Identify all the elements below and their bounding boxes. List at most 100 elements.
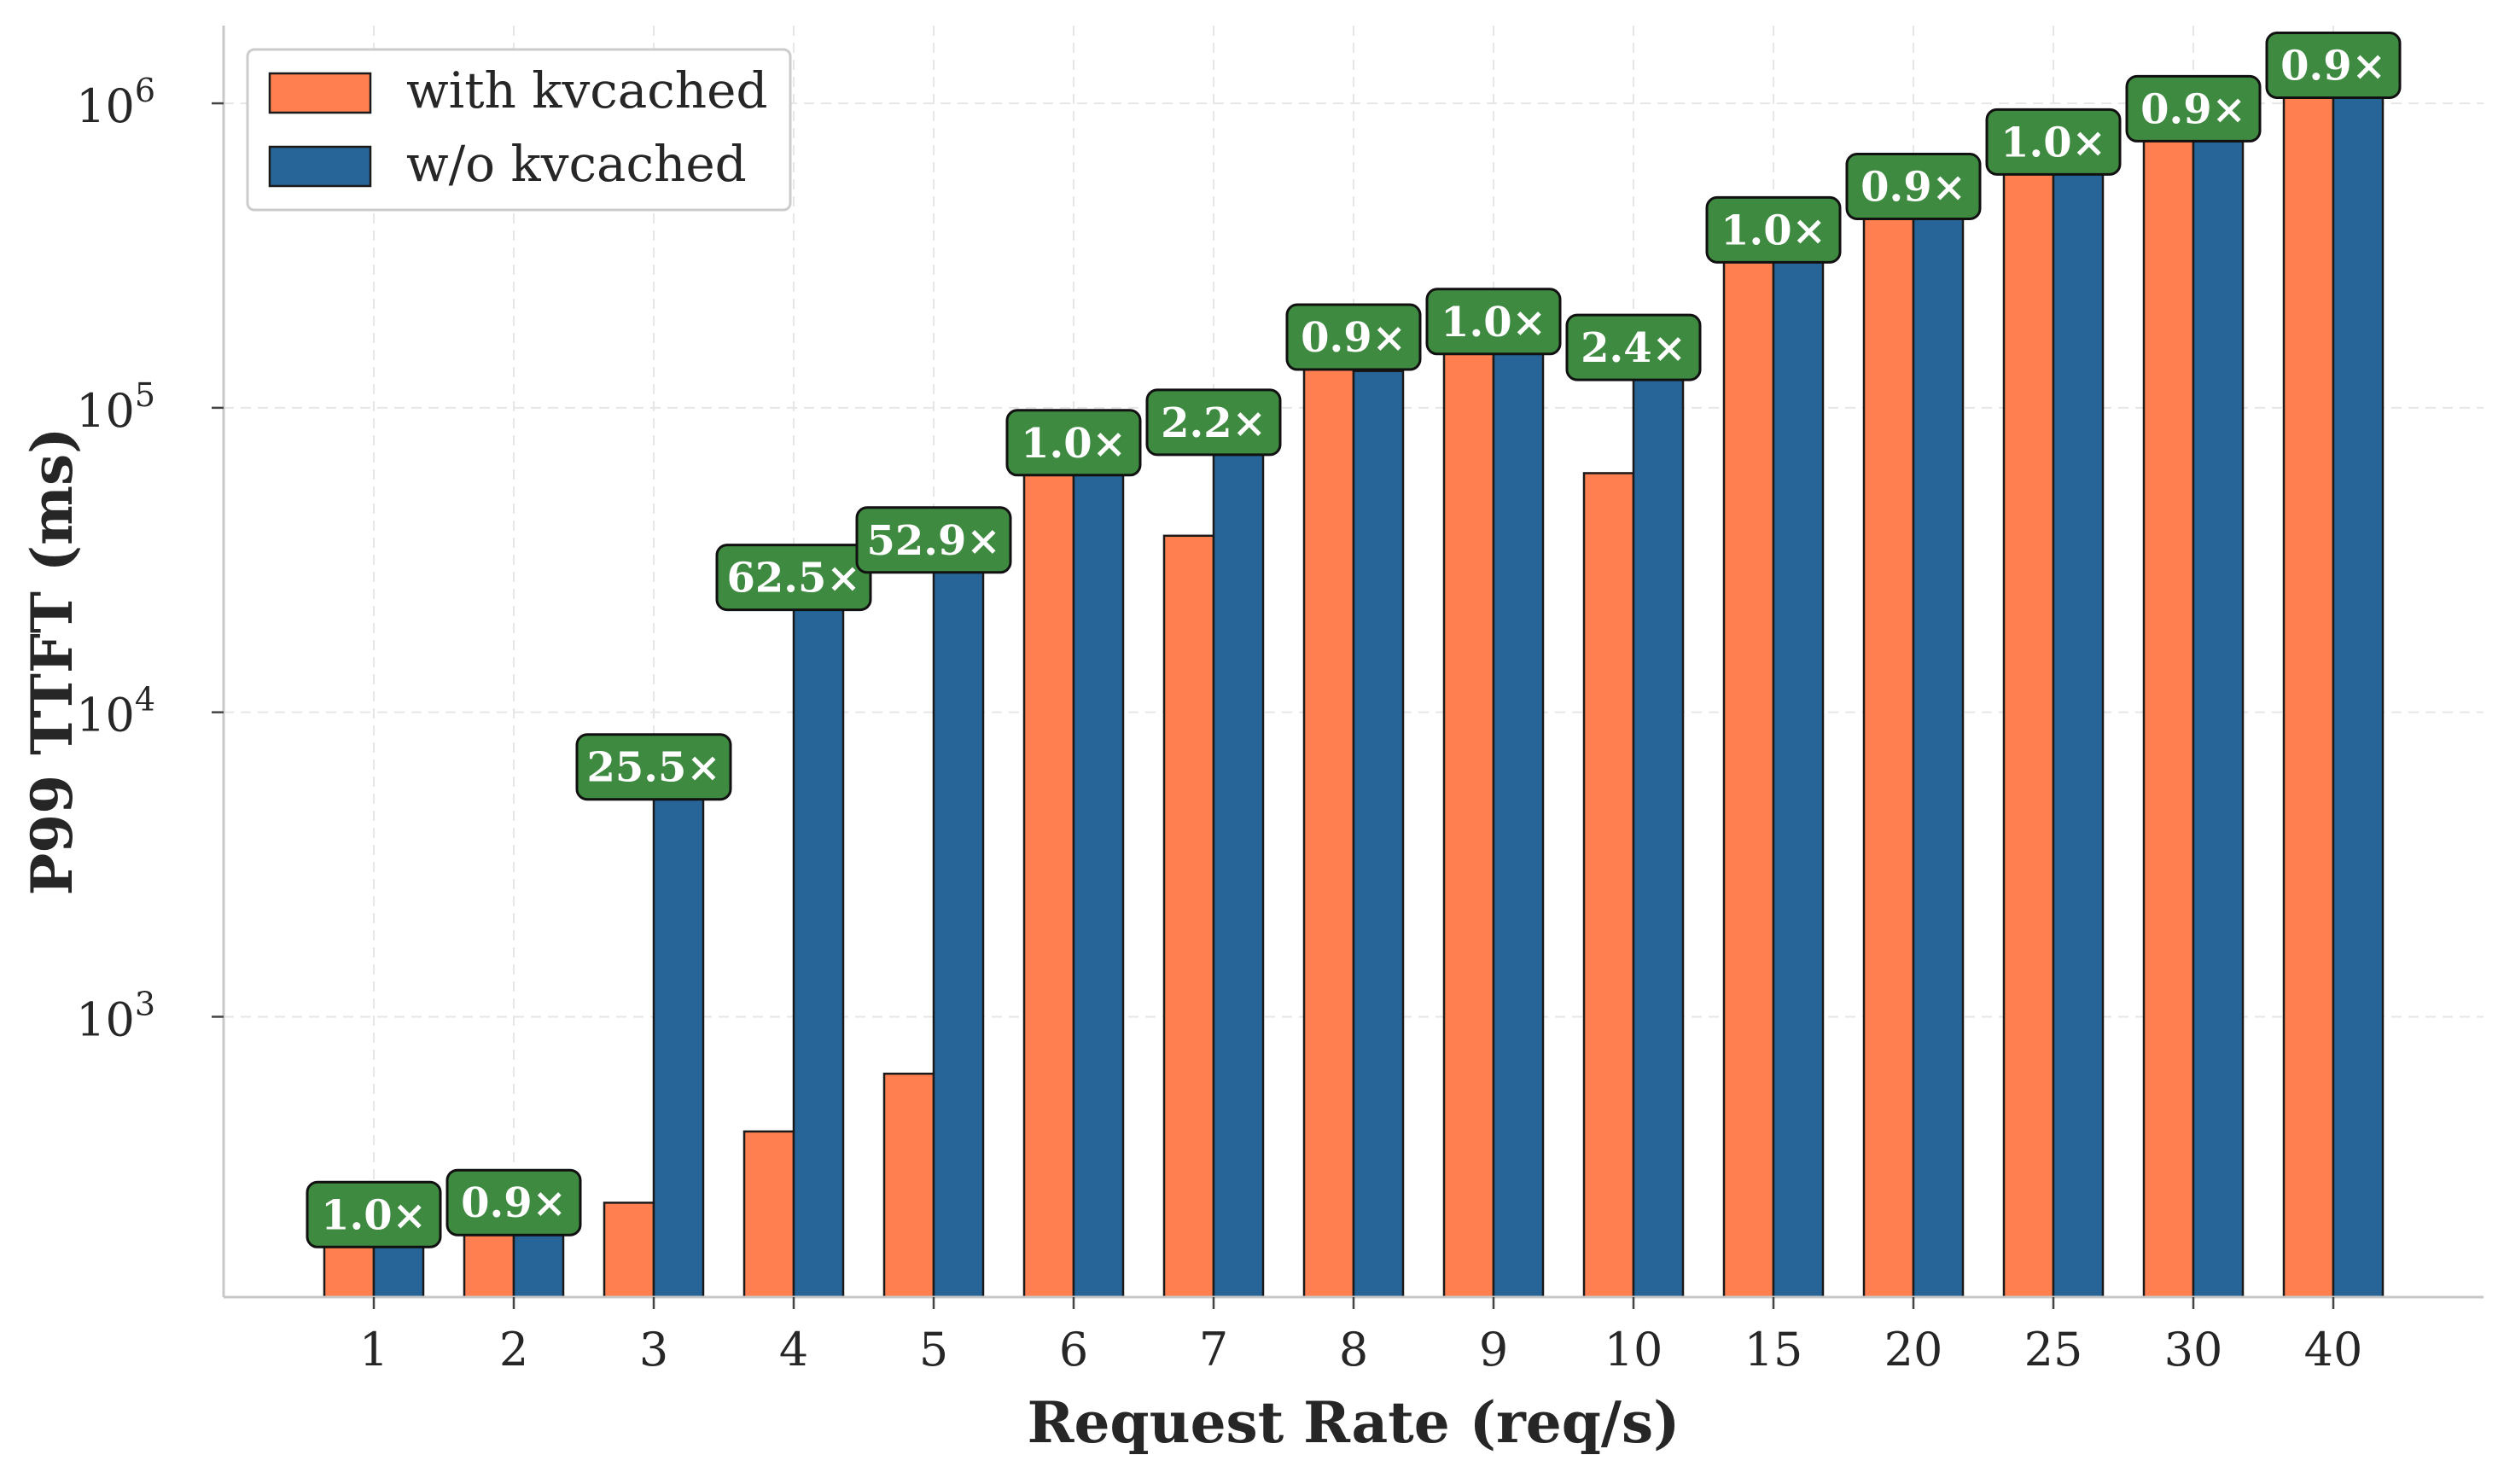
bar-without-kvcached: [2052, 159, 2105, 1299]
x-tick-label: 6: [1059, 1323, 1088, 1376]
ratio-badge-box: [445, 1168, 582, 1237]
ratio-badge-box: [1425, 288, 1562, 356]
bar-with-kvcached: [1862, 194, 1915, 1299]
bar-without-kvcached: [652, 774, 705, 1299]
ratio-badge: 0.9×: [2125, 74, 2262, 143]
bar-with-kvcached: [1302, 344, 1355, 1299]
ratio-badge-box: [1845, 152, 1982, 220]
bar-without-kvcached: [1492, 329, 1545, 1299]
x-tick-label: 10: [1604, 1323, 1663, 1376]
bar-without-kvcached: [1212, 429, 1265, 1299]
bars: [323, 73, 2385, 1299]
ratio-badge: 0.9×: [2265, 32, 2402, 100]
bar-without-kvcached: [2192, 140, 2245, 1299]
ratio-badge-label: 0.9×: [1301, 314, 1406, 362]
legend-swatch: [268, 72, 372, 114]
ratio-badge-label: 0.9×: [2280, 43, 2386, 90]
x-tick-label: 15: [1744, 1323, 1803, 1376]
x-tick-label: 40: [2304, 1323, 2363, 1376]
ratio-badge: 52.9×: [855, 506, 1012, 574]
ratio-badge-box: [1565, 313, 1702, 381]
bar-without-kvcached: [1632, 354, 1685, 1299]
ratio-badge-label: 2.2×: [1161, 399, 1267, 447]
ratio-badge-label: 2.4×: [1581, 324, 1686, 372]
ratio-badge: 0.9×: [445, 1168, 582, 1237]
ratio-badge-label: 1.0×: [2000, 119, 2106, 166]
ratio-badge-box: [575, 733, 732, 801]
y-tick-label: 104: [76, 681, 155, 742]
bar-with-kvcached: [882, 1072, 935, 1299]
ratio-badge-box: [2125, 74, 2262, 143]
ratio-badge-label: 52.9×: [866, 517, 1000, 565]
bar-with-kvcached: [2002, 149, 2055, 1299]
y-tick-label: 106: [76, 72, 155, 133]
bar-without-kvcached: [932, 547, 985, 1299]
y-axis-title: P99 TTFT (ms): [19, 428, 85, 896]
ratio-badge: 1.0×: [1005, 409, 1142, 477]
legend-label: w/o kvcached: [406, 135, 747, 193]
bar-without-kvcached: [2332, 96, 2385, 1299]
ratio-badge-label: 0.9×: [1861, 163, 1966, 211]
ratio-badge: 62.5×: [715, 544, 872, 612]
bar-with-kvcached: [603, 1202, 655, 1299]
bar-with-kvcached: [1022, 450, 1075, 1299]
y-tick-label: 103: [76, 985, 155, 1046]
ratio-badge: 2.4×: [1565, 313, 1702, 381]
legend-label: with kvcached: [406, 61, 768, 119]
ratio-badge-label: 1.0×: [321, 1191, 427, 1239]
bar-with-kvcached: [1722, 237, 1775, 1299]
ratio-badge-label: 1.0×: [1441, 299, 1546, 346]
ratio-badge-label: 62.5×: [726, 555, 860, 602]
ratio-badge-label: 25.5×: [586, 744, 720, 792]
x-tick-label: 1: [359, 1323, 388, 1376]
bar-without-kvcached: [1072, 450, 1125, 1299]
ratio-badge: 25.5×: [575, 733, 732, 801]
ratio-badge: 0.9×: [1845, 152, 1982, 220]
axes: 1 2 3 4 5 6 7 8 9 10 15 20 25 30 40 103 104 105 106: [76, 26, 2484, 1376]
y-tick-label: 105: [76, 376, 155, 438]
x-tick-label: 7: [1199, 1323, 1228, 1376]
ratio-badge: 1.0×: [306, 1180, 442, 1248]
ratio-badge-box: [1985, 108, 2122, 176]
ratio-badge-box: [1005, 409, 1142, 477]
ratio-badge: 1.0×: [1985, 108, 2122, 176]
legend-box: [246, 48, 792, 212]
bar-with-kvcached: [1582, 472, 1635, 1299]
ratio-badge-box: [2265, 32, 2402, 100]
bar-without-kvcached: [512, 1225, 565, 1299]
ratio-badge-label: 1.0×: [1721, 207, 1826, 254]
bar-with-kvcached: [2282, 73, 2335, 1299]
x-tick-label: 5: [919, 1323, 948, 1376]
bar-with-kvcached: [1162, 534, 1215, 1299]
ratio-annotations: 1.0× 0.9× 25.5× 62.5×52.9× 1.0× 2.2× 0.9× 1.0× 2…: [306, 32, 2402, 1248]
ratio-badge-box: [1705, 195, 1842, 264]
ratio-badge: 0.9×: [1285, 303, 1422, 371]
x-axis-title: Request Rate (req/s): [1028, 1389, 1680, 1456]
ratio-badge: 2.2×: [1145, 388, 1282, 457]
x-tick-label: 25: [2024, 1323, 2083, 1376]
ratio-badge-box: [1285, 303, 1422, 371]
x-tick-label: 4: [779, 1323, 808, 1376]
ratio-badge-label: 1.0×: [1021, 420, 1127, 468]
ratio-badge-box: [1145, 388, 1282, 457]
ratio-badge-box: [855, 506, 1012, 574]
legend: with kvcached w/o kvcached: [246, 48, 792, 212]
x-tick-label: 9: [1479, 1323, 1508, 1376]
ratio-badge-box: [306, 1180, 442, 1248]
ratio-badge-label: 0.9×: [2140, 85, 2246, 133]
bar-without-kvcached: [1352, 370, 1405, 1299]
ratio-badge-label: 0.9×: [461, 1179, 567, 1227]
bar-with-kvcached: [742, 1130, 795, 1299]
x-tick-label: 20: [1884, 1323, 1943, 1376]
bar-without-kvcached: [1772, 248, 1825, 1299]
bar-with-kvcached: [1442, 329, 1495, 1299]
ratio-badge: 1.0×: [1705, 195, 1842, 264]
bar-without-kvcached: [1912, 201, 1965, 1299]
bar-without-kvcached: [792, 585, 845, 1299]
x-tick-label: 8: [1339, 1323, 1368, 1376]
x-tick-label: 30: [2164, 1323, 2223, 1376]
ratio-badge: 1.0×: [1425, 288, 1562, 356]
x-tick-label: 2: [499, 1323, 528, 1376]
